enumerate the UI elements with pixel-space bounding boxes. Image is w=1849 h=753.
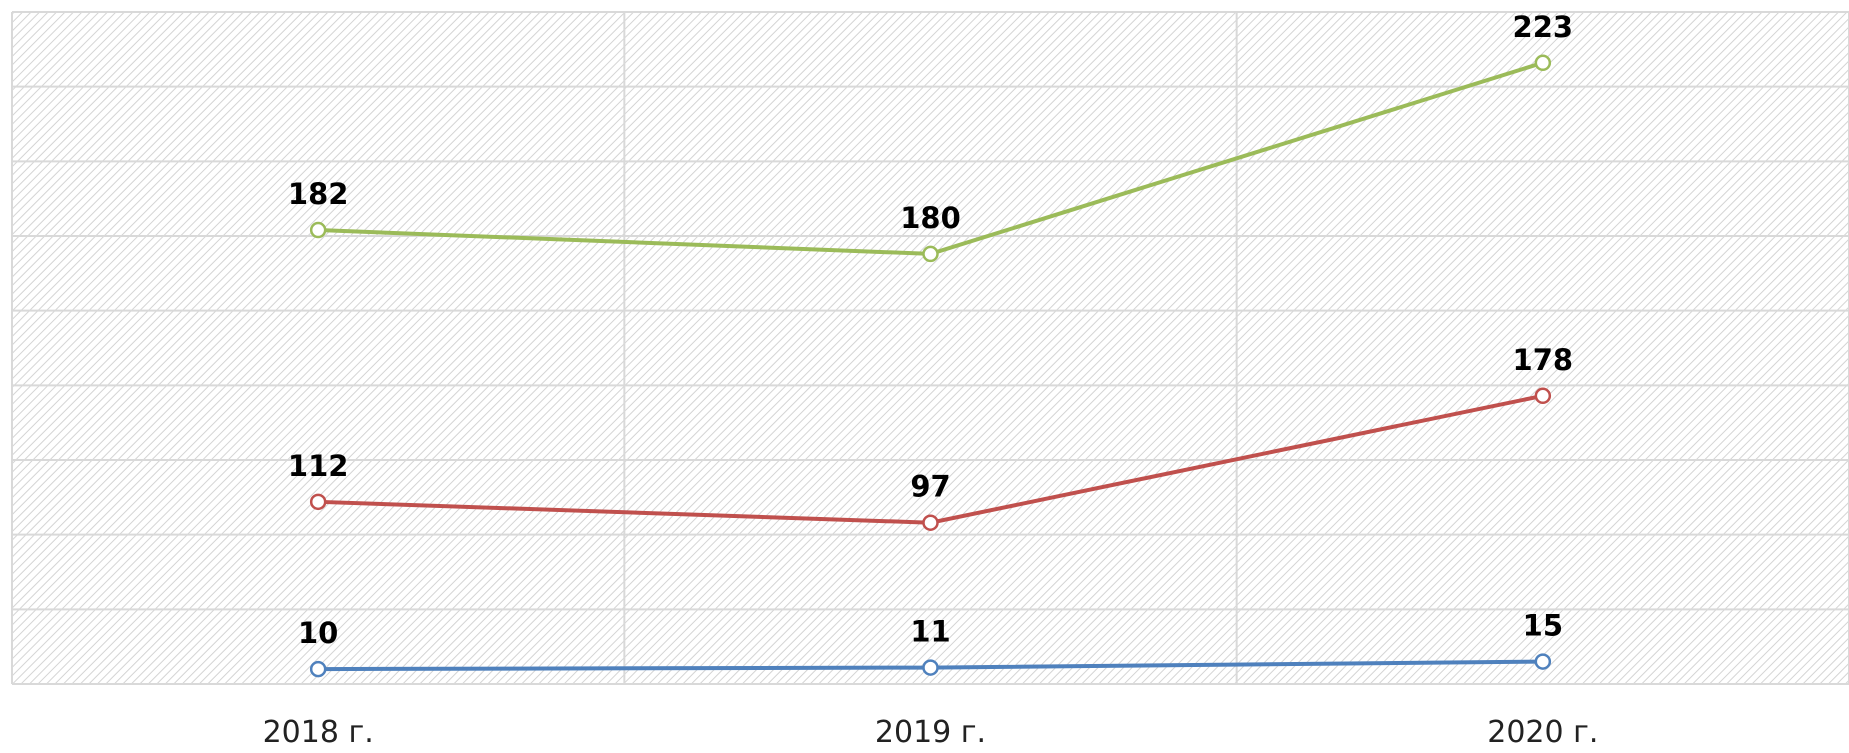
data-label: 178: [1513, 343, 1574, 377]
data-label: 15: [1523, 609, 1563, 643]
point-marker: [922, 659, 939, 676]
data-label: 97: [910, 470, 950, 504]
data-label: 223: [1513, 10, 1574, 44]
x-tick-label: 2020 г.: [1487, 715, 1598, 750]
point-marker: [309, 660, 327, 678]
data-label: 11: [910, 615, 950, 649]
point-marker: [922, 245, 939, 263]
point-marker: [309, 221, 327, 239]
x-tick-label: 2018 г.: [263, 715, 374, 750]
point-marker: [1534, 653, 1552, 670]
data-label: 10: [298, 616, 338, 650]
data-label: 180: [900, 201, 961, 235]
point-marker: [922, 514, 939, 531]
x-tick-label: 2019 г.: [875, 715, 986, 750]
plot-background: [12, 12, 1849, 684]
point-marker: [1534, 54, 1552, 72]
data-label: 112: [288, 449, 349, 483]
data-label: 182: [288, 177, 349, 211]
point-marker: [309, 493, 327, 511]
point-marker: [1534, 387, 1552, 405]
